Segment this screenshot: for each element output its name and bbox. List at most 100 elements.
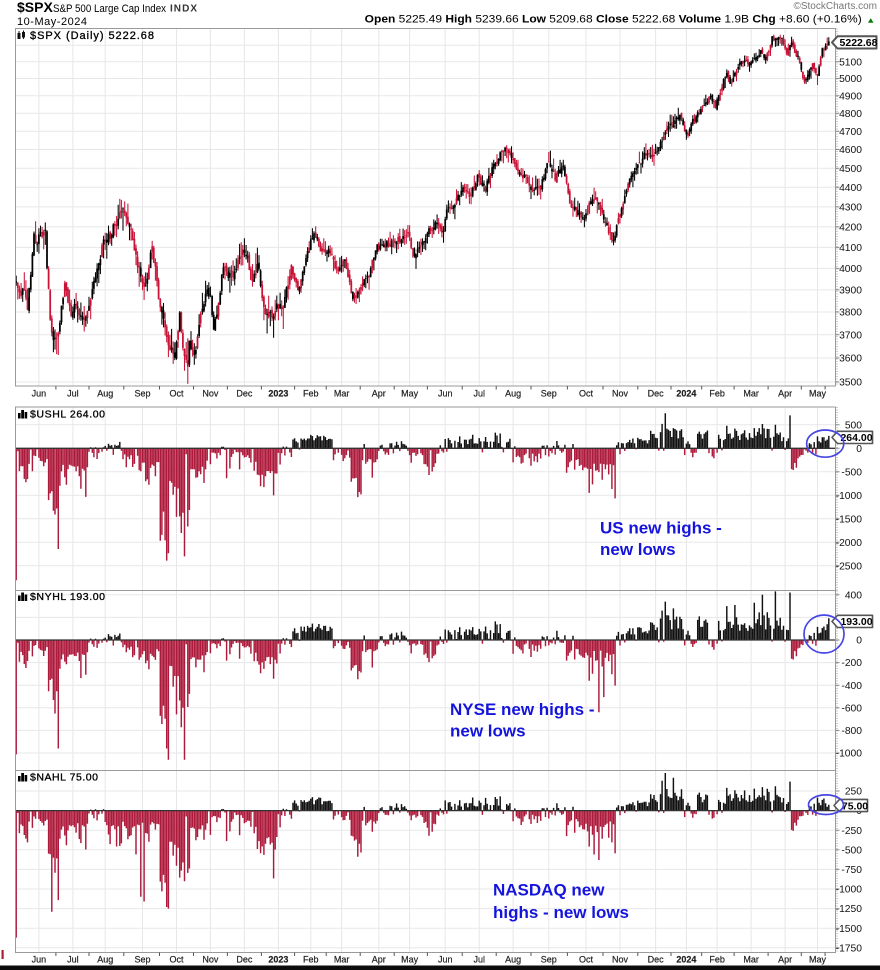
svg-text:-1000: -1000 <box>836 749 863 760</box>
svg-text:NYSE new highs -: NYSE new highs - <box>450 700 595 719</box>
svg-text:Jun: Jun <box>32 389 47 399</box>
svg-text:May: May <box>401 389 419 399</box>
svg-text:3900: 3900 <box>839 286 862 297</box>
svg-text:4500: 4500 <box>839 164 862 175</box>
svg-text:US new highs -: US new highs - <box>600 519 722 538</box>
svg-text:Sep: Sep <box>134 389 150 399</box>
svg-text:Nov: Nov <box>612 389 629 399</box>
svg-text:400: 400 <box>845 590 862 601</box>
svg-text:Jun: Jun <box>438 954 453 964</box>
svg-text:May: May <box>809 389 827 399</box>
svg-text:-1250: -1250 <box>836 904 863 915</box>
svg-text:3500: 3500 <box>839 378 862 389</box>
svg-text:3800: 3800 <box>839 308 862 319</box>
svg-text:Jul: Jul <box>473 389 485 399</box>
svg-text:5100: 5100 <box>839 57 862 68</box>
svg-text:4900: 4900 <box>839 91 862 102</box>
svg-text:Jun: Jun <box>32 954 47 964</box>
svg-text:Sep: Sep <box>134 954 150 964</box>
svg-text:3700: 3700 <box>839 330 862 341</box>
svg-text:Nov: Nov <box>612 954 629 964</box>
svg-text:193.00: 193.00 <box>840 616 872 628</box>
svg-text:$SPX (Daily) 5222.68: $SPX (Daily) 5222.68 <box>30 30 154 42</box>
svg-text:©StockCharts.com: ©StockCharts.com <box>793 1 877 12</box>
svg-text:Feb: Feb <box>709 954 725 964</box>
svg-text:5000: 5000 <box>839 74 862 85</box>
svg-text:Mar: Mar <box>743 954 759 964</box>
svg-text:Sep: Sep <box>541 954 557 964</box>
svg-text:Sep: Sep <box>541 389 557 399</box>
svg-text:-1500: -1500 <box>836 924 863 935</box>
svg-text:Jul: Jul <box>67 389 79 399</box>
svg-text:-200: -200 <box>841 658 862 669</box>
svg-text:500: 500 <box>845 420 862 431</box>
svg-text:4100: 4100 <box>839 243 862 254</box>
svg-text:$USHL 264.00: $USHL 264.00 <box>30 409 105 421</box>
svg-text:Oct: Oct <box>169 389 184 399</box>
svg-text:Jul: Jul <box>67 954 79 964</box>
svg-text:-1750: -1750 <box>836 943 863 954</box>
svg-text:Feb: Feb <box>303 954 319 964</box>
svg-text:Oct: Oct <box>579 954 594 964</box>
svg-text:-2500: -2500 <box>836 561 863 572</box>
svg-text:Aug: Aug <box>97 954 113 964</box>
svg-text:-1000: -1000 <box>836 491 863 502</box>
svg-text:S&P 500 Large Cap Index: S&P 500 Large Cap Index <box>53 3 166 15</box>
svg-text:Dec: Dec <box>648 389 665 399</box>
svg-text:2023: 2023 <box>268 954 288 964</box>
svg-text:Mar: Mar <box>334 954 350 964</box>
svg-text:10-May-2024: 10-May-2024 <box>17 16 87 28</box>
svg-text:$NAHL 75.00: $NAHL 75.00 <box>30 772 98 784</box>
svg-text:4600: 4600 <box>839 145 862 156</box>
svg-text:4000: 4000 <box>839 264 862 275</box>
svg-text:new lows: new lows <box>450 722 526 741</box>
svg-text:-800: -800 <box>841 726 862 737</box>
svg-text:INDX: INDX <box>170 4 197 15</box>
svg-text:new lows: new lows <box>600 540 676 559</box>
svg-text:-2000: -2000 <box>836 538 863 549</box>
svg-text:Feb: Feb <box>709 389 725 399</box>
svg-text:4400: 4400 <box>839 183 862 194</box>
svg-text:$NYHL 193.00: $NYHL 193.00 <box>30 591 105 603</box>
svg-text:Oct: Oct <box>169 954 184 964</box>
svg-text:highs - new lows: highs - new lows <box>493 903 629 922</box>
svg-text:-1500: -1500 <box>836 514 863 525</box>
svg-text:Jul: Jul <box>473 954 485 964</box>
svg-text:Feb: Feb <box>303 389 319 399</box>
svg-text:5222.68: 5222.68 <box>840 37 878 49</box>
svg-text:Aug: Aug <box>505 954 521 964</box>
svg-text:250: 250 <box>845 787 862 798</box>
svg-text:-250: -250 <box>841 826 862 837</box>
svg-text:4700: 4700 <box>839 127 862 138</box>
svg-text:-600: -600 <box>841 703 862 714</box>
svg-text:$SPX: $SPX <box>17 0 53 15</box>
svg-text:-750: -750 <box>841 865 862 876</box>
svg-text:0: 0 <box>856 636 862 647</box>
svg-text:Oct: Oct <box>579 389 594 399</box>
svg-text:-400: -400 <box>841 681 862 692</box>
svg-text:2024: 2024 <box>676 389 696 399</box>
svg-text:Apr: Apr <box>778 954 792 964</box>
svg-text:-500: -500 <box>841 467 862 478</box>
svg-text:May: May <box>809 954 827 964</box>
svg-text:75.00: 75.00 <box>842 800 868 812</box>
svg-text:-1000: -1000 <box>836 885 863 896</box>
svg-text:Jun: Jun <box>438 389 453 399</box>
svg-text:Dec: Dec <box>236 389 253 399</box>
svg-text:4800: 4800 <box>839 109 862 120</box>
svg-text:Open 5225.49 High 5239.66 Low: Open 5225.49 High 5239.66 Low 5209.68 Cl… <box>365 14 862 26</box>
svg-text:4300: 4300 <box>839 203 862 214</box>
svg-text:Mar: Mar <box>334 389 350 399</box>
svg-text:Apr: Apr <box>372 954 386 964</box>
svg-text:Aug: Aug <box>505 389 521 399</box>
svg-text:May: May <box>401 954 419 964</box>
svg-text:Apr: Apr <box>778 389 792 399</box>
svg-text:4200: 4200 <box>839 223 862 234</box>
svg-text:Nov: Nov <box>202 389 219 399</box>
svg-text:3600: 3600 <box>839 354 862 365</box>
svg-text:Dec: Dec <box>648 954 665 964</box>
svg-text:-500: -500 <box>841 845 862 856</box>
svg-text:0: 0 <box>856 444 862 455</box>
svg-text:2024: 2024 <box>676 954 696 964</box>
svg-text:264.00: 264.00 <box>840 432 872 444</box>
